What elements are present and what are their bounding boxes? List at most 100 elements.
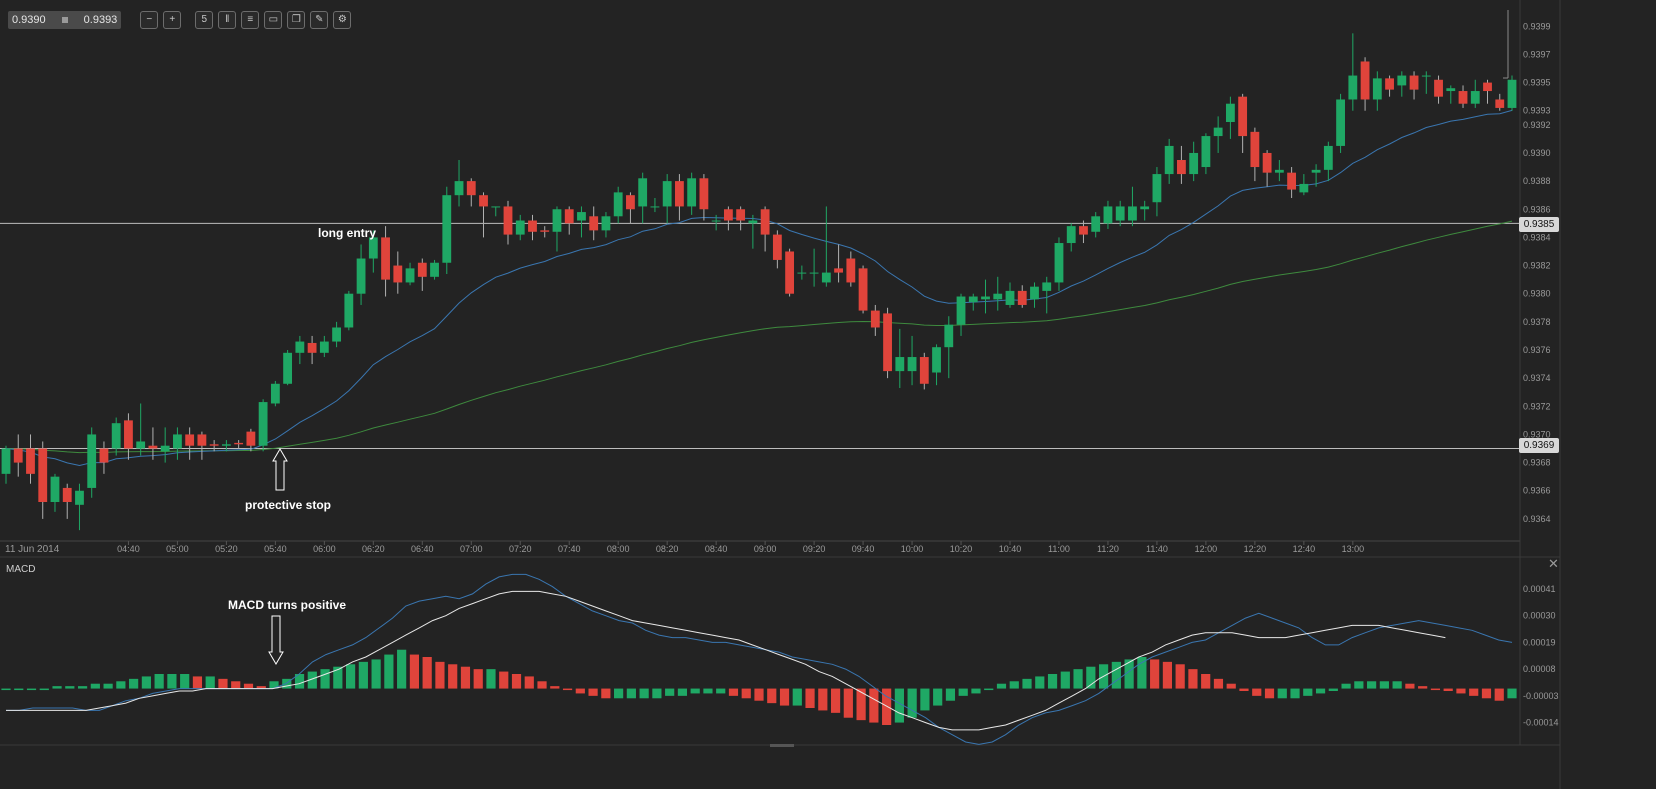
candle-body xyxy=(981,296,990,300)
copy-icon[interactable]: ❐ xyxy=(287,11,306,29)
candle-body xyxy=(699,178,709,210)
macd-histogram-bar xyxy=(1418,686,1428,689)
macd-positive-annotation: MACD turns positive xyxy=(228,598,347,612)
spread-separator-icon xyxy=(61,17,68,23)
time-tick-label: 12:00 xyxy=(1195,544,1218,554)
candle-body xyxy=(760,209,770,235)
candle-body xyxy=(454,181,464,196)
candle-body xyxy=(1446,88,1456,92)
toolbar-buttons: − +5 ‖ ≡ ▭ ❐ ✎ ⚙ xyxy=(135,11,352,29)
macd-histogram-bar xyxy=(1341,683,1351,689)
macd-histogram-bar xyxy=(1111,661,1121,689)
candle-body xyxy=(785,251,795,294)
candle-body xyxy=(564,209,574,224)
toolbar: 0.9390 0.9393 − +5 ‖ ≡ ▭ ❐ ✎ ⚙ xyxy=(8,11,352,29)
candle-body xyxy=(1434,79,1443,97)
candle-body xyxy=(601,216,611,231)
close-pane-icon[interactable]: ✕ xyxy=(1548,556,1559,571)
settings-icon[interactable]: ⚙ xyxy=(333,11,352,29)
macd-histogram-bar xyxy=(205,676,215,689)
macd-histogram-bar xyxy=(1188,669,1198,689)
macd-histogram-bar xyxy=(269,681,279,689)
time-tick-label: 06:40 xyxy=(411,544,434,554)
macd-histogram-bar xyxy=(422,657,432,689)
time-tick-label: 06:00 xyxy=(313,544,336,554)
macd-histogram-bar xyxy=(1073,669,1083,689)
macd-histogram-bar xyxy=(473,669,483,689)
macd-histogram-bar xyxy=(1303,688,1313,696)
macd-histogram-bar xyxy=(677,688,688,696)
price-tick-label: 0.9393 xyxy=(1523,106,1551,116)
ask-price: 0.9393 xyxy=(83,14,118,26)
candle-body xyxy=(1409,75,1419,90)
bid-ask-box[interactable]: 0.9390 0.9393 xyxy=(8,11,122,29)
candle-body xyxy=(283,352,293,384)
macd-histogram-bar xyxy=(1481,688,1492,699)
candle-body xyxy=(932,347,941,373)
macd-histogram-bar xyxy=(882,688,892,725)
time-tick-label: 05:20 xyxy=(215,544,238,554)
candle-body xyxy=(1238,96,1248,137)
candle-body xyxy=(295,341,305,353)
macd-histogram-bar xyxy=(537,681,547,689)
price-tick-label: 0.9382 xyxy=(1523,261,1551,271)
macd-histogram-bar xyxy=(716,688,726,694)
macd-histogram-bar xyxy=(601,688,611,699)
macd-tick-label: 0.00041 xyxy=(1523,584,1556,594)
macd-histogram-bar xyxy=(141,676,151,689)
candle-body xyxy=(613,192,623,217)
zoom-out-icon[interactable]: − xyxy=(140,11,159,29)
time-tick-label: 06:20 xyxy=(362,544,385,554)
candle-body xyxy=(1262,152,1272,173)
candle-body xyxy=(1470,91,1480,104)
chart-type-icon[interactable]: ▭ xyxy=(264,11,283,29)
price-tick-label: 0.9376 xyxy=(1523,345,1551,355)
macd-signal-line xyxy=(6,590,1446,731)
candle-body xyxy=(968,296,978,303)
candle-body xyxy=(136,441,146,449)
zoom-in-icon[interactable]: + xyxy=(163,11,182,29)
candle-body xyxy=(626,195,635,210)
macd-histogram-bar xyxy=(129,678,139,689)
macd-tick-label: -0.00014 xyxy=(1523,718,1559,728)
candle-body xyxy=(1164,145,1174,175)
indicators-icon[interactable]: ≡ xyxy=(241,11,260,29)
time-tick-label: 11:40 xyxy=(1146,544,1168,554)
candles-icon[interactable]: ‖ xyxy=(218,11,237,29)
time-tick-label: 07:20 xyxy=(509,544,532,554)
candle-body xyxy=(319,341,329,353)
time-tick-label: 13:00 xyxy=(1342,544,1365,554)
macd-histogram-bar xyxy=(39,688,49,691)
macd-histogram-bar xyxy=(524,676,534,689)
macd-histogram-bar xyxy=(345,664,356,689)
candle-body xyxy=(234,442,244,445)
candle-body xyxy=(1128,206,1137,221)
candle-body xyxy=(552,209,562,232)
macd-histogram-bar xyxy=(920,688,930,711)
candle-body xyxy=(895,357,905,372)
macd-histogram-bar xyxy=(499,671,509,689)
candle-body xyxy=(75,490,84,505)
macd-tick-label: 0.00030 xyxy=(1523,611,1556,621)
draw-icon[interactable]: ✎ xyxy=(310,11,329,29)
macd-tick-label: -0.00003 xyxy=(1523,691,1559,701)
candle-body xyxy=(258,402,268,446)
candle-body xyxy=(589,216,599,231)
macd-histogram-bar xyxy=(218,678,228,689)
time-tick-label: 08:00 xyxy=(607,544,630,554)
candle-body xyxy=(1397,75,1407,86)
candle-body xyxy=(1,448,11,474)
macd-arrow-icon xyxy=(268,615,284,665)
candle-body xyxy=(1421,75,1431,77)
macd-histogram-bar xyxy=(945,688,956,701)
time-tick-label: 09:40 xyxy=(852,544,875,554)
candle-body xyxy=(1495,99,1505,108)
time-tick-label: 05:00 xyxy=(166,544,189,554)
macd-histogram-bar xyxy=(805,688,815,708)
macd-histogram-bar xyxy=(933,688,943,706)
candle-body xyxy=(809,272,819,274)
timeframe-icon[interactable]: 5 xyxy=(195,11,214,29)
macd-histogram-bar xyxy=(894,688,904,723)
